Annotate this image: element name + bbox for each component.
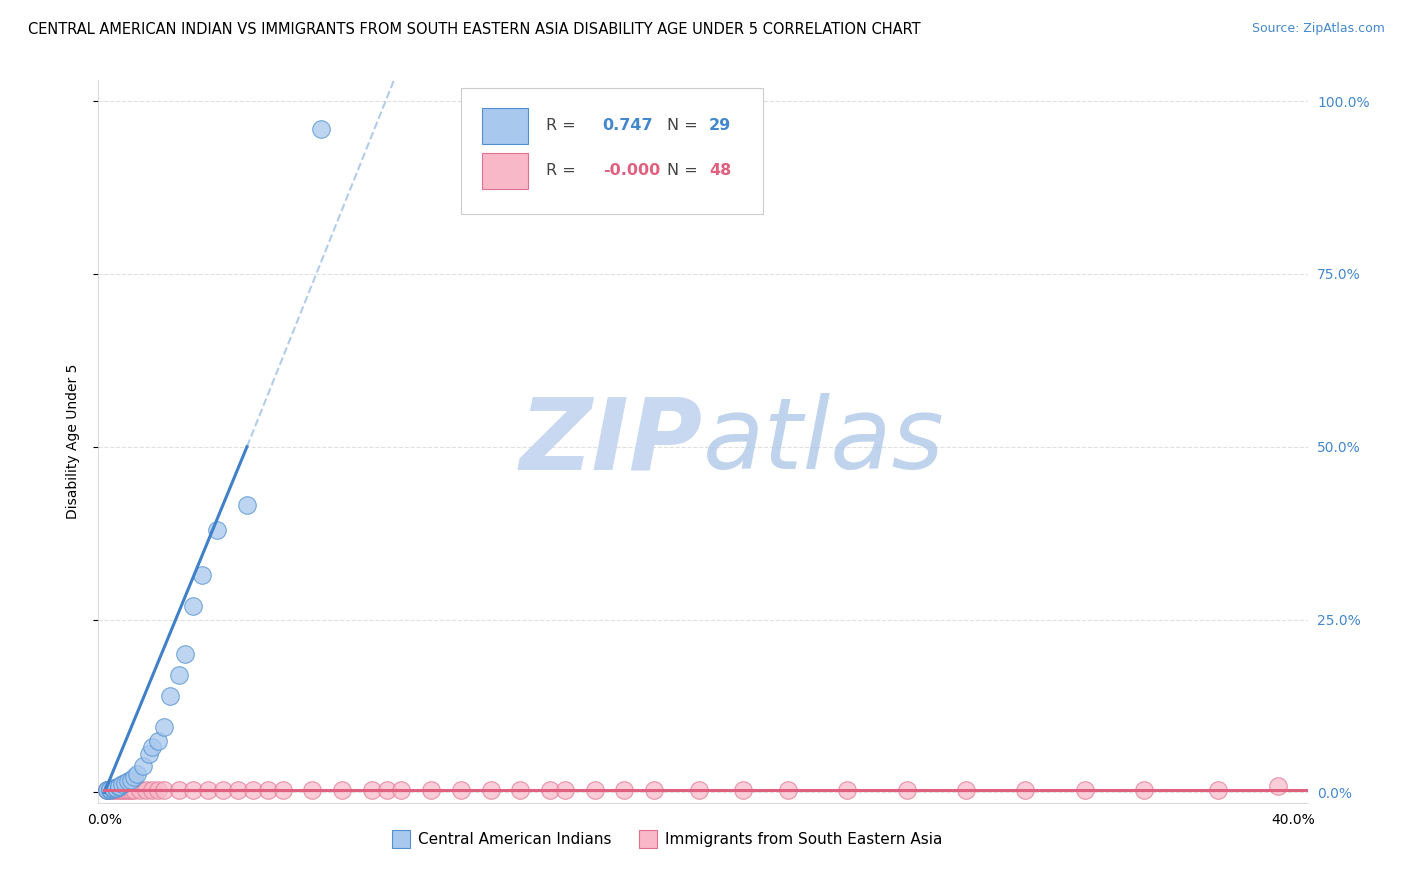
Text: Source: ZipAtlas.com: Source: ZipAtlas.com: [1251, 22, 1385, 36]
Point: [96, 783, 118, 797]
Point: [212, 783, 235, 797]
Point: [103, 781, 125, 796]
Point: [1014, 783, 1036, 797]
Point: [135, 783, 157, 797]
Point: [554, 783, 576, 797]
Point: [1267, 779, 1289, 793]
Point: [103, 783, 125, 797]
Point: [896, 783, 918, 797]
Point: [509, 783, 531, 797]
Point: [105, 780, 128, 795]
Text: atlas: atlas: [703, 393, 945, 490]
Point: [152, 783, 174, 797]
Text: N =: N =: [666, 119, 697, 133]
Text: R =: R =: [546, 119, 575, 133]
Point: [420, 783, 443, 797]
Point: [117, 783, 139, 797]
Point: [96, 782, 118, 797]
Point: [141, 783, 163, 797]
Point: [191, 567, 214, 582]
Point: [129, 783, 152, 797]
Point: [98, 783, 121, 797]
Point: [1074, 783, 1097, 797]
Point: [111, 783, 134, 797]
Text: -0.000: -0.000: [603, 163, 659, 178]
Point: [479, 783, 502, 797]
Point: [117, 774, 139, 789]
Point: [98, 782, 121, 797]
Point: [105, 783, 128, 797]
Point: [613, 783, 636, 797]
Point: [583, 783, 606, 797]
Point: [688, 783, 710, 797]
Text: N =: N =: [666, 163, 697, 178]
Point: [733, 783, 755, 797]
Point: [167, 668, 190, 682]
Text: CENTRAL AMERICAN INDIAN VS IMMIGRANTS FROM SOUTH EASTERN ASIA DISABILITY AGE UND: CENTRAL AMERICAN INDIAN VS IMMIGRANTS FR…: [28, 22, 921, 37]
Point: [132, 759, 155, 773]
Point: [360, 783, 382, 797]
Point: [391, 783, 413, 797]
FancyBboxPatch shape: [482, 153, 527, 189]
Point: [120, 783, 142, 797]
Point: [776, 783, 799, 797]
Point: [108, 779, 131, 793]
FancyBboxPatch shape: [482, 108, 527, 144]
Point: [835, 783, 858, 797]
Point: [105, 781, 128, 796]
Point: [114, 776, 136, 790]
Text: 48: 48: [709, 163, 731, 178]
Point: [125, 767, 148, 781]
Point: [183, 783, 205, 797]
Point: [450, 783, 472, 797]
Point: [146, 783, 169, 797]
Point: [271, 783, 294, 797]
Point: [375, 783, 398, 797]
Point: [167, 783, 190, 797]
Point: [256, 783, 278, 797]
Point: [242, 783, 264, 797]
Point: [146, 733, 169, 747]
Point: [538, 783, 561, 797]
Point: [120, 772, 142, 787]
Point: [103, 781, 125, 796]
Point: [955, 783, 977, 797]
Point: [236, 499, 259, 513]
Point: [108, 783, 131, 797]
Point: [96, 782, 118, 797]
Point: [138, 747, 160, 762]
Text: R =: R =: [546, 163, 575, 178]
Point: [183, 599, 205, 613]
FancyBboxPatch shape: [461, 87, 763, 214]
Point: [122, 783, 145, 797]
Text: 0.747: 0.747: [603, 119, 654, 133]
Y-axis label: Disability Age Under 5: Disability Age Under 5: [66, 364, 80, 519]
Point: [643, 783, 665, 797]
Point: [309, 121, 332, 136]
Point: [108, 780, 131, 794]
Point: [1208, 783, 1230, 797]
Legend: Central American Indians, Immigrants from South Eastern Asia: Central American Indians, Immigrants fro…: [385, 826, 948, 853]
Point: [98, 781, 121, 796]
Point: [159, 689, 181, 703]
Point: [207, 523, 229, 537]
Point: [111, 777, 134, 791]
Point: [197, 783, 219, 797]
Point: [301, 783, 323, 797]
Point: [141, 740, 163, 755]
Point: [173, 647, 195, 661]
Text: 29: 29: [709, 119, 731, 133]
Point: [226, 783, 249, 797]
Text: ZIP: ZIP: [520, 393, 703, 490]
Point: [152, 720, 174, 734]
Point: [1133, 783, 1156, 797]
Point: [122, 770, 145, 784]
Point: [114, 783, 136, 797]
Point: [330, 783, 353, 797]
